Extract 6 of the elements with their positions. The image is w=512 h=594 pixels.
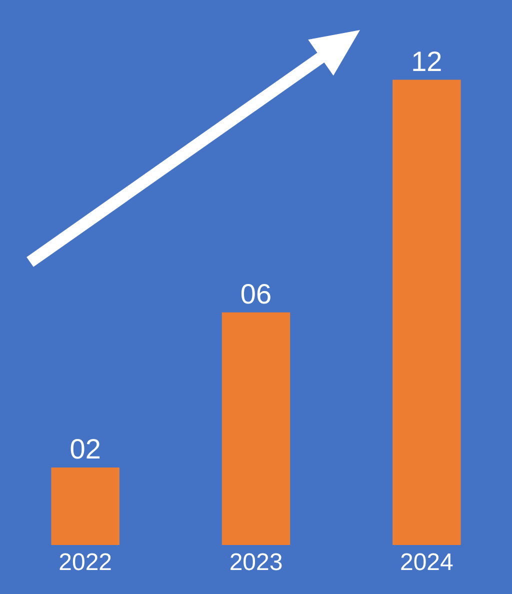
x-tick-label: 2023 (229, 549, 283, 576)
data-label: 06 (240, 278, 272, 310)
x-tick-label: 2022 (58, 549, 112, 576)
data-label: 02 (70, 433, 101, 464)
data-label: 12 (411, 46, 442, 77)
x-tick-label: 2024 (400, 549, 454, 576)
